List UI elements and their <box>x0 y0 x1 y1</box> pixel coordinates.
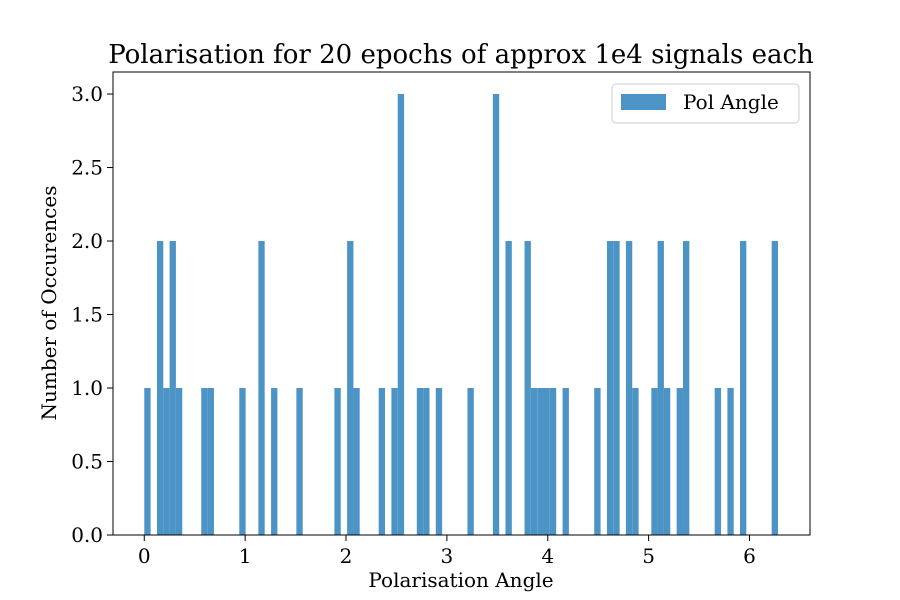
histogram-bar <box>416 388 424 535</box>
y-tick-label: 1.0 <box>71 376 103 400</box>
x-tick-label: 6 <box>743 544 756 568</box>
histogram-bar <box>144 388 151 535</box>
histogram-bar <box>714 388 722 535</box>
x-tick-label: 3 <box>441 544 454 568</box>
x-tick-label: 5 <box>642 544 655 568</box>
y-tick-label: 0.5 <box>71 450 103 474</box>
histogram-bar <box>207 388 214 535</box>
histogram-bar <box>163 388 170 535</box>
histogram-bar <box>524 241 531 536</box>
y-tick-label: 2.5 <box>71 156 103 180</box>
histogram-bar <box>727 388 734 535</box>
histogram-bar <box>537 388 544 535</box>
histogram-bar <box>663 388 671 535</box>
bars-group <box>144 94 779 536</box>
histogram-bar <box>156 241 164 536</box>
histogram-bar <box>423 388 430 535</box>
histogram-bar <box>505 241 512 536</box>
chart-title: Polarisation for 20 epochs of approx 1e4… <box>108 40 814 70</box>
histogram-bar <box>435 388 443 535</box>
histogram-bar <box>169 241 176 536</box>
histogram-bar <box>391 388 398 535</box>
histogram-bar <box>676 388 683 535</box>
histogram-bar <box>632 388 639 535</box>
histogram-bar <box>657 241 664 536</box>
y-tick-label: 2.0 <box>71 229 103 253</box>
histogram-bar <box>651 388 658 535</box>
histogram-bar <box>397 94 405 536</box>
y-axis-label: Number of Occurences <box>37 186 61 421</box>
legend: Pol Angle <box>611 83 800 124</box>
histogram-bar <box>334 388 341 535</box>
histogram-bar <box>239 388 246 535</box>
histogram-bar <box>175 388 183 535</box>
histogram-bar <box>492 94 500 536</box>
x-axis-label: Polarisation Angle <box>368 568 553 592</box>
histogram-bar <box>378 388 386 535</box>
x-tick-label: 0 <box>138 544 151 568</box>
x-tick-label: 1 <box>239 544 252 568</box>
histogram-bar <box>683 241 690 536</box>
y-tick-label: 1.5 <box>71 303 103 327</box>
legend-label: Pol Angle <box>683 90 779 114</box>
histogram-bar <box>594 388 601 535</box>
histogram-bar <box>562 388 569 535</box>
histogram-bar <box>201 388 208 535</box>
histogram-bar <box>353 388 360 535</box>
histogram-bar <box>739 241 747 536</box>
y-tick-label: 3.0 <box>71 82 103 106</box>
x-tick-label: 4 <box>541 544 554 568</box>
y-axis-ticks: 0.0 0.5 1.0 1.5 2.0 2.5 3.0 <box>71 82 113 547</box>
histogram-bar <box>467 388 474 535</box>
histogram-bar <box>613 241 620 536</box>
histogram-bar <box>771 241 779 536</box>
histogram-bar <box>625 241 633 536</box>
histogram-bar <box>296 388 303 535</box>
histogram-bar <box>543 388 550 535</box>
y-tick-label: 0.0 <box>71 523 103 547</box>
histogram-bar <box>549 388 557 535</box>
legend-box <box>611 83 800 124</box>
plot-frame <box>112 71 811 536</box>
histogram-bar <box>530 388 538 535</box>
x-axis-ticks: 0 1 2 3 4 5 6 <box>138 535 756 568</box>
x-tick-label: 2 <box>340 544 353 568</box>
histogram-bar <box>606 241 614 536</box>
histogram-bar <box>258 241 265 536</box>
histogram-bar <box>347 241 354 536</box>
legend-swatch <box>621 94 666 110</box>
histogram-bar <box>271 388 278 535</box>
